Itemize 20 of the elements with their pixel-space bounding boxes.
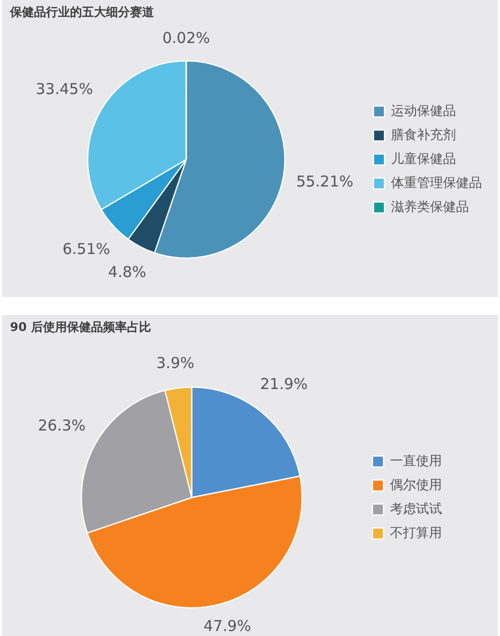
- chart-title: 90 后使用保健品频率占比: [10, 320, 151, 334]
- legend-label: 体重管理保健品: [391, 176, 482, 191]
- legend-label: 儿童保健品: [391, 150, 456, 167]
- legend-label: 不打算用: [390, 526, 442, 541]
- data-label: 55.21%: [296, 172, 354, 190]
- legend-label: 运动保健品: [391, 104, 456, 119]
- legend-label: 膳食补充剂: [391, 126, 456, 143]
- data-label: 3.9%: [156, 354, 194, 372]
- legend-label: 偶尔使用: [390, 478, 442, 493]
- legend-label: 滋养类保健品: [391, 198, 469, 215]
- data-label: 21.9%: [260, 375, 308, 394]
- data-label: 6.51%: [62, 240, 110, 258]
- data-label: 47.9%: [204, 616, 252, 635]
- legend-label: 一直使用: [390, 454, 442, 469]
- data-label: 0.02%: [162, 28, 210, 47]
- data-label: 26.3%: [38, 416, 86, 434]
- legend-label: 考虑试试: [390, 502, 442, 517]
- data-label: 33.45%: [36, 80, 93, 98]
- chart-title: 保健品行业的五大细分赛道: [10, 5, 154, 19]
- data-label: 4.8%: [108, 263, 146, 282]
